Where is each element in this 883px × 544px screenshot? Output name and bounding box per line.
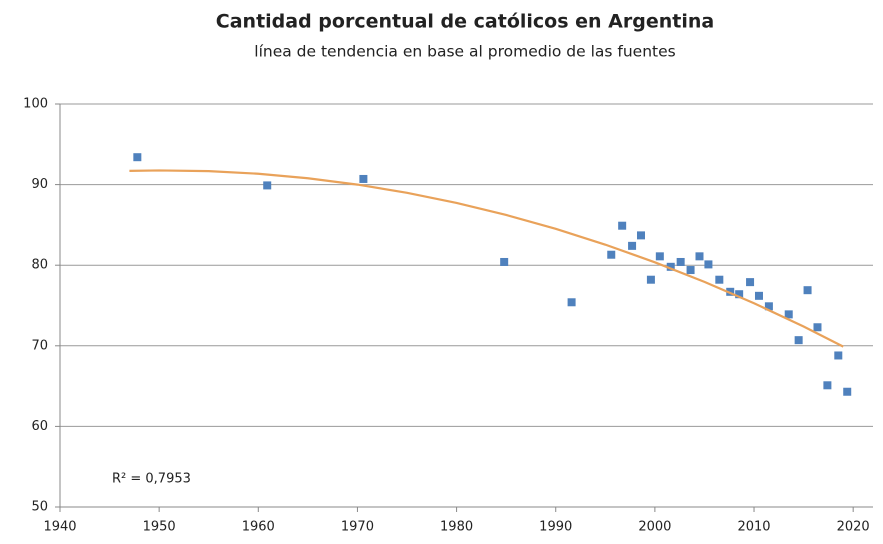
point <box>754 291 763 300</box>
point <box>646 275 655 284</box>
point <box>764 302 773 311</box>
y-tick-label: 100 <box>23 97 48 112</box>
x-tick-label: 1980 <box>440 520 473 535</box>
annotation: R² = 0,7953 <box>112 472 191 487</box>
point <box>618 221 627 230</box>
point <box>567 298 576 307</box>
chart-subtitle: línea de tendencia en base al promedio d… <box>254 43 675 61</box>
y-tick-label: 50 <box>31 500 48 515</box>
point <box>803 286 812 295</box>
x-tick-label: 1940 <box>43 520 76 535</box>
point <box>628 241 637 250</box>
point <box>686 266 695 275</box>
x-tick-label: 2020 <box>837 520 870 535</box>
point <box>794 336 803 345</box>
chart-title: Cantidad porcentual de católicos en Arge… <box>216 11 714 33</box>
point <box>735 290 744 299</box>
x-tick-label: 1960 <box>242 520 275 535</box>
point <box>784 310 793 319</box>
point <box>133 153 142 162</box>
point <box>607 250 616 259</box>
y-tick-label: 90 <box>31 177 48 192</box>
point <box>500 257 509 266</box>
point <box>636 231 645 240</box>
point <box>676 257 685 266</box>
point <box>704 260 713 269</box>
y-tick-label: 80 <box>31 258 48 273</box>
x-tick-label: 1950 <box>143 520 176 535</box>
point <box>715 275 724 284</box>
x-tick-label: 2000 <box>638 520 671 535</box>
point <box>834 351 843 360</box>
point <box>359 174 368 183</box>
point <box>813 323 822 332</box>
y-tick-label: 70 <box>31 338 48 353</box>
point <box>655 252 664 261</box>
point <box>746 278 755 287</box>
point <box>695 252 704 261</box>
point <box>823 381 832 390</box>
point <box>843 387 852 396</box>
point <box>666 262 675 271</box>
y-tick-label: 60 <box>31 419 48 434</box>
point <box>263 181 272 190</box>
x-tick-label: 2010 <box>737 520 770 535</box>
x-tick-label: 1990 <box>539 520 572 535</box>
x-tick-label: 1970 <box>341 520 374 535</box>
trend-line <box>129 169 844 348</box>
